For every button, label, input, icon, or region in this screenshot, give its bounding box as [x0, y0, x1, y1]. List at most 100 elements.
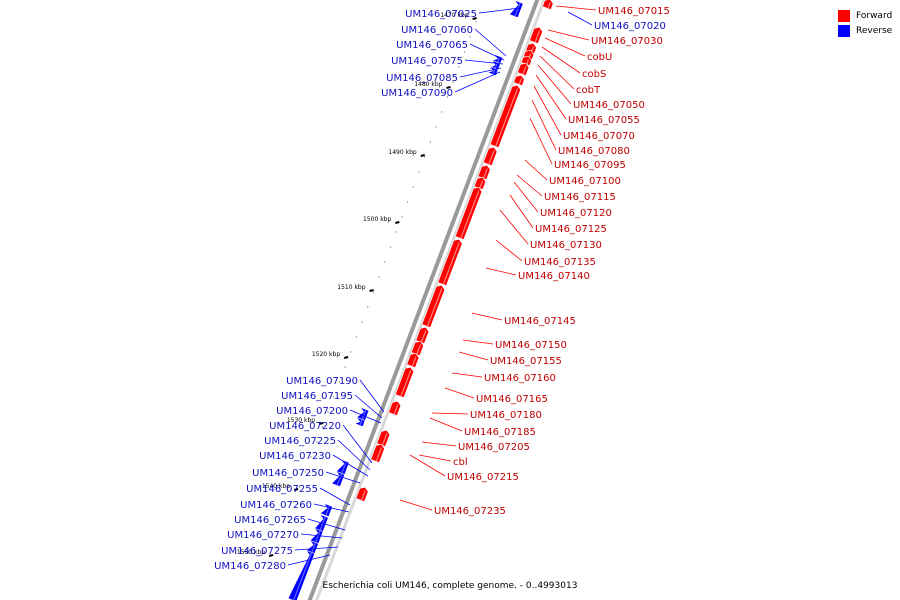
- reverse-gene-label: UM146_07225: [264, 436, 336, 447]
- guide-dot: [287, 516, 289, 518]
- guide-dot: [406, 201, 409, 203]
- guide-dot: [418, 171, 420, 173]
- guide-dot: [435, 126, 437, 128]
- forward-callout-line: [531, 99, 557, 151]
- gene-highlight: [361, 409, 367, 420]
- reverse-callout-line: [454, 71, 501, 93]
- ruler-tick-label: 1500 kbp: [363, 216, 391, 223]
- forward-gene-label: UM146_07145: [504, 316, 576, 327]
- forward-callout-line: [535, 74, 567, 120]
- ruler-tick-label: 1480 kbp: [414, 81, 442, 88]
- reverse-gene-label: UM146_07250: [252, 468, 324, 479]
- gene-highlight: [336, 473, 343, 486]
- reverse-callout-line: [313, 503, 350, 513]
- forward-callout-line: [444, 387, 475, 399]
- guide-dot: [367, 306, 369, 308]
- forward-gene-block: [520, 55, 532, 66]
- forward-callout-line: [499, 209, 529, 245]
- forward-gene-label: UM146_07095: [554, 160, 626, 171]
- forward-gene-label: cobS: [582, 69, 606, 80]
- reverse-callout-line: [478, 7, 521, 14]
- ruler-tick: [268, 554, 274, 557]
- reverse-callout-line: [287, 554, 331, 566]
- gene-highlight: [314, 530, 321, 543]
- forward-callout-line: [547, 29, 590, 41]
- guide-dot: [304, 471, 307, 473]
- guide-dot: [333, 396, 335, 398]
- ruler-tick-label: 1490 kbp: [388, 149, 416, 156]
- reverse-callout-line: [342, 424, 373, 464]
- backbone: [307, 0, 546, 600]
- reverse-callout-line: [332, 454, 369, 477]
- guide-dot: [372, 291, 375, 293]
- forward-gene-block: [513, 74, 525, 86]
- reverse-gene-label: UM146_07275: [221, 546, 293, 557]
- forward-callout-line: [399, 499, 433, 511]
- gene-highlight: [547, 2, 551, 9]
- gene-highlight: [442, 242, 460, 285]
- reverse-gene-label: UM146_07060: [401, 25, 473, 36]
- guide-dot: [378, 276, 380, 278]
- legend-forward-label: Forward: [856, 10, 893, 21]
- forward-gene-block: [542, 0, 554, 10]
- reverse-callout-line: [469, 43, 505, 61]
- reverse-callout-line: [319, 487, 351, 506]
- gene-highlight: [416, 344, 422, 355]
- forward-gene-label: UM146_07115: [544, 192, 616, 203]
- guide-dot: [350, 351, 352, 353]
- forward-gene-block: [454, 186, 483, 240]
- forward-gene-label: UM146_07125: [535, 224, 607, 235]
- ruler-tick: [420, 154, 425, 157]
- ruler-tick: [343, 356, 349, 359]
- reverse-gene-label: UM146_07075: [391, 56, 463, 67]
- forward-gene-label: UM146_07055: [568, 115, 640, 126]
- forward-callout-line: [429, 417, 463, 432]
- guide-dot: [389, 246, 392, 248]
- ruler-tick: [369, 289, 374, 292]
- reverse-callout-line: [354, 394, 383, 419]
- forward-gene-label: UM146_07160: [484, 373, 556, 384]
- gene-highlight: [411, 356, 417, 367]
- forward-gene-label: UM146_07080: [558, 146, 630, 157]
- gene-highlight: [375, 447, 383, 462]
- forward-callout-line: [471, 312, 503, 321]
- guide-dot: [395, 231, 397, 233]
- reverse-gene-label: UM146_07260: [240, 500, 312, 511]
- forward-gene-label: UM146_07070: [563, 131, 635, 142]
- forward-gene-block: [482, 146, 498, 166]
- legend-reverse: Reverse: [838, 23, 892, 38]
- ruler-tick-label: 1470 kbp: [440, 12, 468, 19]
- guide-dot: [338, 381, 341, 383]
- forward-gene-label: UM146_07235: [434, 506, 506, 517]
- reverse-callout-line: [567, 11, 593, 26]
- guide-dot: [469, 36, 471, 38]
- reverse-callout-line: [349, 409, 382, 424]
- forward-gene-label: cbl: [453, 457, 468, 468]
- ruler-tick-label: 1530 kbp: [287, 417, 315, 424]
- ruler-tick-label: 1510 kbp: [337, 284, 365, 291]
- forward-gene-label: UM146_07050: [573, 100, 645, 111]
- genome-caption: Escherichia coli UM146, complete genome.…: [323, 581, 578, 591]
- reverse-callout-line: [300, 533, 343, 539]
- forward-callout-line: [409, 454, 446, 477]
- forward-gene-label: UM146_07215: [447, 472, 519, 483]
- gene-highlight: [522, 66, 527, 75]
- guide-dot: [315, 441, 318, 443]
- ruler-tick: [395, 221, 400, 224]
- forward-callout-line: [533, 85, 562, 136]
- forward-gene-label: UM146_07030: [591, 36, 663, 47]
- forward-callout-line: [421, 441, 457, 447]
- gene-highlight: [479, 180, 484, 189]
- guide-dots: [276, 21, 477, 548]
- reverse-gene-label: UM146_07220: [269, 421, 341, 432]
- forward-callout-line: [509, 194, 534, 229]
- reverse-callout-line: [337, 439, 371, 471]
- forward-gene-label: UM146_07015: [598, 6, 670, 17]
- reverse-gene-label: UM146_07195: [281, 391, 353, 402]
- reverse-gene-label: UM146_07090: [381, 88, 453, 99]
- gene-highlight: [381, 433, 388, 446]
- forward-gene-block: [473, 176, 487, 190]
- reverse-gene-label: UM146_07255: [246, 484, 318, 495]
- forward-callout-line: [516, 174, 543, 197]
